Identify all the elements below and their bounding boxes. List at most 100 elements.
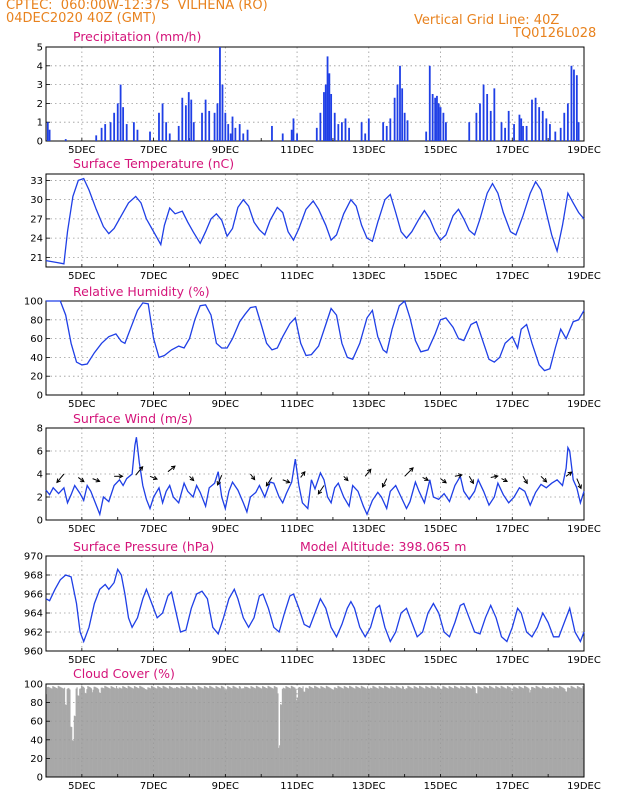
precip-bar xyxy=(161,103,164,141)
cloud-cover-bar xyxy=(69,689,71,777)
cloud-cover-bar xyxy=(463,687,466,777)
cloud-cover-bar xyxy=(549,686,551,777)
cloud-cover-bar xyxy=(579,687,581,777)
cloud-cover-bar xyxy=(527,687,529,777)
date-tick-label: 17DEC xyxy=(495,271,529,282)
precip-bar xyxy=(246,129,249,141)
precip-bar xyxy=(577,122,580,141)
cloud-cover-bar xyxy=(550,687,553,777)
cloud-cover-bar xyxy=(475,693,477,777)
cloud-cover-bar xyxy=(517,688,519,777)
cloud-cover-bar xyxy=(210,686,212,777)
cloud-cover-bar xyxy=(196,689,198,777)
cloud-cover-bar xyxy=(534,688,536,777)
cloud-cover-bar xyxy=(460,686,462,777)
cloud-cover-bar xyxy=(215,686,217,777)
cloud-cover-bar xyxy=(409,686,411,777)
cloud-cover-bar xyxy=(533,687,535,777)
cloud-cover-bar xyxy=(153,687,155,777)
cloud-cover-bar xyxy=(306,688,309,777)
cloud-cover-bar xyxy=(164,686,166,777)
cloud-cover-bar xyxy=(68,688,70,777)
precip-bar xyxy=(95,135,98,141)
precip-bar xyxy=(136,129,139,141)
cloud-cover-bar xyxy=(54,687,57,777)
date-tick-label: 5DEC xyxy=(68,781,95,792)
panel-3: 5DEC 7DEC 9DEC 11DEC 13DEC 15DEC 17DEC 19DEC 0 2 4… xyxy=(37,411,601,535)
cloud-cover-bar xyxy=(119,687,121,777)
cloud-cover-bar xyxy=(393,687,396,777)
date-tick-label: 15DEC xyxy=(424,524,458,535)
precip-bar xyxy=(337,124,340,141)
cloud-cover-bar xyxy=(149,687,151,777)
date-tick-label: 19DEC xyxy=(567,524,601,535)
cloud-cover-bar xyxy=(528,688,530,777)
wind-vector-head xyxy=(523,479,528,485)
cloud-cover-bar xyxy=(549,687,552,777)
cloud-cover-bar xyxy=(260,688,262,777)
cloud-cover-bar xyxy=(180,686,182,777)
cloud-cover-bar xyxy=(324,688,327,777)
cloud-cover-bar xyxy=(198,686,200,777)
cloud-cover-bar xyxy=(417,687,419,777)
cloud-cover-bar xyxy=(390,686,392,777)
cloud-cover-bar xyxy=(201,687,203,777)
cloud-cover-bar xyxy=(98,692,101,777)
cloud-cover-bar xyxy=(299,687,301,777)
cloud-cover-bar xyxy=(557,688,560,777)
cloud-cover-bar xyxy=(370,687,372,777)
precip-bar xyxy=(119,84,122,141)
cloud-cover-bar xyxy=(537,686,539,777)
precip-bar xyxy=(104,124,107,141)
precip-bar xyxy=(431,94,434,141)
precip-bar xyxy=(315,127,318,141)
cloud-cover-bar xyxy=(147,687,149,777)
cloud-cover-bar xyxy=(159,687,162,777)
cloud-cover-bar xyxy=(427,687,429,777)
wind-vector xyxy=(282,479,290,484)
cloud-cover-bar xyxy=(181,686,183,777)
wind-vector xyxy=(501,478,508,482)
date-tick-label: 17DEC xyxy=(495,655,529,666)
cloud-cover-bar xyxy=(512,688,514,777)
cloud-cover-bar xyxy=(331,688,333,777)
wind-vector-head xyxy=(317,489,323,495)
cloud-cover-bar xyxy=(197,685,199,777)
cloud-cover-bar xyxy=(523,688,525,777)
cloud-cover-bar xyxy=(381,687,383,777)
precip-bar xyxy=(125,124,128,141)
date-tick-label: 15DEC xyxy=(424,145,458,156)
cloud-cover-bar xyxy=(53,686,55,777)
cloud-cover-bar xyxy=(548,688,550,777)
panel-title: Precipitation (mm/h) xyxy=(73,29,201,44)
wind-vector-head xyxy=(503,477,509,483)
cloud-cover-bar xyxy=(410,687,412,777)
cloud-cover-bar xyxy=(63,688,65,777)
cloud-cover-bar xyxy=(367,688,370,777)
cloud-cover-bar xyxy=(571,686,573,777)
header-location: CPTEC: 060:00W-12:37S VILHENA (RO) xyxy=(6,0,268,13)
cloud-cover-bar xyxy=(332,689,335,777)
precip-bar xyxy=(566,103,569,141)
cloud-cover-bar xyxy=(255,685,258,777)
cloud-cover-bar xyxy=(546,688,548,777)
precip-bar xyxy=(348,127,350,141)
date-tick-label: 13DEC xyxy=(352,271,386,282)
precip-bar xyxy=(319,112,322,141)
panel-title: Surface Wind (m/s) xyxy=(73,411,193,426)
cloud-cover-bar xyxy=(498,687,501,777)
cloud-cover-bar xyxy=(414,686,416,777)
y-tick-label: 4 xyxy=(37,470,43,481)
precip-bar xyxy=(507,110,510,141)
cloud-cover-bar xyxy=(395,685,397,777)
cloud-cover-bar xyxy=(173,688,175,777)
panel-0: 5DEC 7DEC 9DEC 11DEC 13DEC 15DEC 17DEC 19DEC 0 1 2… xyxy=(37,29,601,156)
cloud-cover-bar xyxy=(262,686,265,777)
cloud-cover-bar xyxy=(383,688,385,777)
date-tick-label: 15DEC xyxy=(424,655,458,666)
cloud-cover-bar xyxy=(358,687,360,777)
cloud-cover-bar xyxy=(50,688,52,777)
y-tick-label: 33 xyxy=(30,176,43,187)
cloud-cover-bar xyxy=(85,693,87,777)
precip-bar xyxy=(500,122,503,141)
